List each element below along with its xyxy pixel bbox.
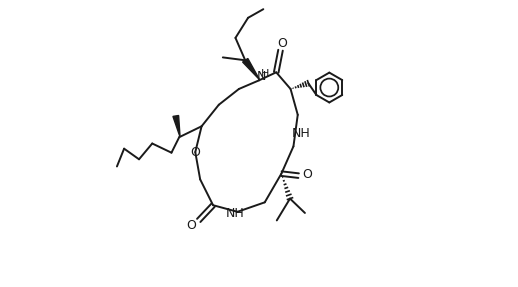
Text: H: H bbox=[261, 69, 269, 79]
Text: O: O bbox=[277, 37, 287, 50]
Text: NH: NH bbox=[292, 127, 311, 140]
Text: O: O bbox=[186, 219, 196, 232]
Polygon shape bbox=[242, 59, 260, 80]
Text: O: O bbox=[303, 168, 312, 181]
Polygon shape bbox=[173, 115, 180, 137]
Text: NH: NH bbox=[226, 207, 244, 220]
Text: O: O bbox=[190, 146, 200, 159]
Text: N: N bbox=[256, 70, 266, 83]
